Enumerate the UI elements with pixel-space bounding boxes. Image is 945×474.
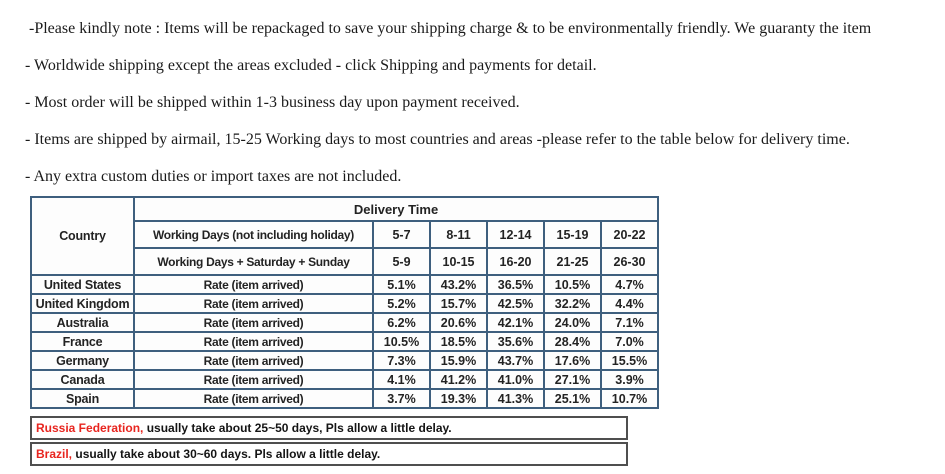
rate-value-cell: 4.4% [599, 293, 660, 314]
rate-value-cell: 4.1% [372, 369, 431, 390]
working-days-label: Working Days (not including holiday) [133, 220, 374, 249]
rate-value-cell: 19.3% [429, 388, 488, 409]
table-row-united-kingdom: United Kingdom Rate (item arrived) 5.2% … [30, 293, 660, 314]
note-repackaged: -Please kindly note : Items will be repa… [29, 20, 872, 37]
rate-value-cell: 6.2% [372, 312, 431, 333]
rate-value-cell: 42.5% [486, 293, 545, 314]
day-range-cell: 10-15 [429, 247, 488, 276]
note-worldwide-shipping: - Worldwide shipping except the areas ex… [25, 57, 597, 74]
shipping-notes: -Please kindly note : Items will be repa… [25, 10, 935, 195]
rate-value-cell: 3.7% [372, 388, 431, 409]
rate-value-cell: 43.2% [429, 274, 488, 295]
table-row-united-states: United States Rate (item arrived) 5.1% 4… [30, 274, 660, 295]
footnote-russia-federation: Russia Federation, usually take about 25… [30, 416, 628, 440]
rate-value-cell: 41.0% [486, 369, 545, 390]
rate-value-cell: 3.9% [599, 369, 660, 390]
country-column-header: Country [30, 196, 135, 276]
rate-value-cell: 32.2% [543, 293, 602, 314]
rate-value-cell: 4.7% [599, 274, 660, 295]
table-row-working-days-weekend: Working Days + Saturday + Sunday 5-9 10-… [31, 247, 660, 276]
rate-value-cell: 24.0% [543, 312, 602, 333]
table-row-spain: Spain Rate (item arrived) 3.7% 19.3% 41.… [30, 388, 660, 409]
rate-label-cell: Rate (item arrived) [133, 312, 374, 333]
day-range-cell: 5-9 [372, 247, 431, 276]
country-cell: United Kingdom [30, 293, 135, 314]
delivery-time-table: Country Delivery Time Working Days (not … [30, 196, 660, 409]
rate-value-cell: 10.7% [599, 388, 660, 409]
day-range-cell: 12-14 [486, 220, 545, 249]
note-airmail: - Items are shipped by airmail, 15-25 Wo… [25, 131, 850, 148]
rate-value-cell: 41.2% [429, 369, 488, 390]
note-custom-duties: - Any extra custom duties or import taxe… [25, 168, 402, 185]
day-range-cell: 21-25 [543, 247, 602, 276]
day-range-cell: 20-22 [599, 220, 660, 249]
rate-value-cell: 5.1% [372, 274, 431, 295]
note-ship-time: - Most order will be shipped within 1-3 … [25, 94, 520, 111]
country-cell: Spain [30, 388, 135, 409]
day-range-cell: 8-11 [429, 220, 488, 249]
table-row-group-header: Country Delivery Time [30, 196, 660, 276]
rate-value-cell: 25.1% [543, 388, 602, 409]
country-cell: Australia [30, 312, 135, 333]
delivery-time-header: Delivery Time [132, 196, 660, 222]
table-row-australia: Australia Rate (item arrived) 6.2% 20.6%… [30, 312, 660, 333]
rate-value-cell: 18.5% [429, 331, 488, 352]
day-range-cell: 5-7 [372, 220, 431, 249]
footnote-country-highlight: Russia Federation, [36, 421, 144, 435]
country-cell: Germany [30, 350, 135, 371]
rate-value-cell: 5.2% [372, 293, 431, 314]
rate-label-cell: Rate (item arrived) [133, 350, 374, 371]
footnote-country-highlight: Brazil, [36, 447, 73, 461]
table-row-france: France Rate (item arrived) 10.5% 18.5% 3… [30, 331, 660, 352]
country-cell: France [30, 331, 135, 352]
rate-value-cell: 43.7% [486, 350, 545, 371]
rate-value-cell: 15.9% [429, 350, 488, 371]
rate-label-cell: Rate (item arrived) [133, 388, 374, 409]
working-days-weekend-label: Working Days + Saturday + Sunday [133, 247, 374, 276]
table-row-working-days: Working Days (not including holiday) 5-7… [31, 220, 660, 249]
rate-value-cell: 41.3% [486, 388, 545, 409]
day-range-cell: 16-20 [486, 247, 545, 276]
rate-value-cell: 7.0% [599, 331, 660, 352]
country-cell: United States [30, 274, 135, 295]
footnote-text: usually take about 25~50 days, Pls allow… [143, 421, 452, 435]
footnote-brazil: Brazil, usually take about 30~60 days. P… [30, 442, 628, 466]
footnote-text: usually take about 30~60 days. Pls allow… [72, 447, 381, 461]
rate-value-cell: 17.6% [543, 350, 602, 371]
rate-value-cell: 15.7% [429, 293, 488, 314]
rate-value-cell: 20.6% [429, 312, 488, 333]
rate-value-cell: 42.1% [486, 312, 545, 333]
rate-label-cell: Rate (item arrived) [133, 369, 374, 390]
rate-label-cell: Rate (item arrived) [133, 331, 374, 352]
rate-value-cell: 7.3% [372, 350, 431, 371]
rate-label-cell: Rate (item arrived) [133, 274, 374, 295]
table-row-germany: Germany Rate (item arrived) 7.3% 15.9% 4… [30, 350, 660, 371]
day-range-cell: 15-19 [543, 220, 602, 249]
rate-value-cell: 28.4% [543, 331, 602, 352]
rate-value-cell: 35.6% [486, 331, 545, 352]
rate-value-cell: 10.5% [372, 331, 431, 352]
table-row-canada: Canada Rate (item arrived) 4.1% 41.2% 41… [30, 369, 660, 390]
country-cell: Canada [30, 369, 135, 390]
rate-value-cell: 10.5% [543, 274, 602, 295]
rate-label-cell: Rate (item arrived) [133, 293, 374, 314]
day-range-cell: 26-30 [599, 247, 660, 276]
rate-value-cell: 36.5% [486, 274, 545, 295]
rate-value-cell: 15.5% [599, 350, 660, 371]
rate-value-cell: 27.1% [543, 369, 602, 390]
rate-value-cell: 7.1% [599, 312, 660, 333]
